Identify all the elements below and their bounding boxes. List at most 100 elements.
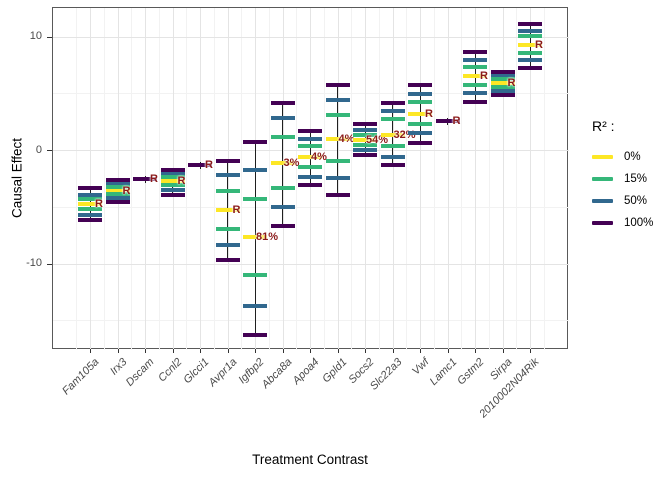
legend-items: 0% 15% 50% 100% xyxy=(592,146,653,234)
x-tick-mark xyxy=(420,349,421,353)
gridline-minor-v xyxy=(103,8,105,350)
gridline-minor-v xyxy=(461,8,463,350)
gridline-minor-v xyxy=(76,8,78,350)
plot-panel: R R R R R R 81% 3% 4% 4% 54% 32% R R R R R xyxy=(52,7,569,350)
estimate-bar xyxy=(325,97,350,102)
legend: R² : 0% 15% 50% 100% xyxy=(592,118,653,234)
estimate-bar xyxy=(353,152,377,157)
estimate-bar xyxy=(160,168,185,173)
estimate-bar xyxy=(490,73,515,78)
estimate-bar xyxy=(325,176,350,181)
x-tick-mark xyxy=(117,349,119,353)
estimate-bar xyxy=(105,181,130,186)
bar-annotation: 81% xyxy=(256,231,279,244)
y-tick-label: 10 xyxy=(29,30,42,42)
legend-item-label: 100% xyxy=(624,217,654,229)
estimate-bar xyxy=(408,100,432,105)
estimate-bar xyxy=(215,208,240,213)
x-tick-mark xyxy=(475,349,476,353)
estimate-bar xyxy=(518,28,542,33)
gridline-minor-v xyxy=(351,8,353,350)
bar-annotation: R xyxy=(425,107,433,120)
estimate-bar xyxy=(325,83,350,88)
legend-item-label: 50% xyxy=(624,195,648,207)
estimate-bar xyxy=(463,65,487,69)
gridline-major-v xyxy=(447,8,449,350)
estimate-bar xyxy=(243,196,267,201)
estimate-bar xyxy=(298,143,322,148)
estimate-bar xyxy=(408,121,432,126)
estimate-bar xyxy=(463,91,487,96)
estimate-bar xyxy=(408,111,432,116)
gridline-major-v xyxy=(502,8,504,350)
y-tick-mark xyxy=(47,36,52,38)
estimate-bar xyxy=(133,177,157,182)
estimate-bar xyxy=(380,101,405,106)
x-tick-mark xyxy=(365,349,366,353)
estimate-bar xyxy=(518,34,542,39)
estimate-bar xyxy=(270,204,295,209)
x-tick-mark xyxy=(392,349,394,353)
estimate-bar xyxy=(243,139,267,144)
x-axis-title: Treatment Contrast xyxy=(252,452,368,467)
legend-item: 15% xyxy=(592,168,653,190)
gridline-minor-v xyxy=(296,8,298,350)
estimate-bar xyxy=(78,201,102,206)
estimate-bar xyxy=(518,21,542,26)
estimate-bar xyxy=(160,183,185,188)
estimate-bar xyxy=(243,272,267,277)
estimate-bar xyxy=(380,117,405,122)
legend-item: 0% xyxy=(592,146,653,168)
estimate-bar xyxy=(298,183,322,188)
estimate-bar xyxy=(380,133,405,138)
estimate-bar xyxy=(490,92,515,97)
gridline-minor-v xyxy=(186,8,188,350)
estimate-bar xyxy=(408,141,432,146)
bar-annotation: R xyxy=(452,115,461,128)
estimate-bar xyxy=(270,116,295,121)
estimate-bar xyxy=(518,50,542,55)
estimate-bar xyxy=(353,143,377,148)
legend-swatch xyxy=(592,155,613,159)
estimate-bar xyxy=(298,165,322,170)
estimate-bar xyxy=(463,58,487,63)
estimate-bar xyxy=(408,83,432,88)
estimate-bar xyxy=(490,77,515,82)
estimate-bar xyxy=(243,235,267,240)
estimate-bar xyxy=(490,69,515,74)
legend-title: R² : xyxy=(592,118,615,134)
estimate-bar xyxy=(160,192,185,197)
gridline-minor-v xyxy=(516,8,518,350)
x-tick-mark xyxy=(447,349,449,353)
estimate-bar xyxy=(463,83,487,88)
estimate-bar xyxy=(380,144,405,149)
x-tick-mark xyxy=(502,349,504,353)
bar-annotation: R xyxy=(177,174,186,187)
bar-annotation: R xyxy=(535,38,543,51)
gridline-minor-v xyxy=(433,8,435,350)
estimate-bar xyxy=(160,187,185,192)
bar-annotation: R xyxy=(480,70,488,83)
estimate-bar xyxy=(353,147,377,152)
estimate-bar xyxy=(160,178,185,183)
estimate-bar xyxy=(215,243,240,248)
x-tick-mark xyxy=(145,349,146,353)
estimate-bar xyxy=(270,161,295,166)
estimate-bar xyxy=(78,207,102,212)
y-tick-label: 0 xyxy=(35,143,42,156)
estimate-bar xyxy=(105,188,130,193)
estimate-bar xyxy=(270,186,295,191)
gridline-minor-h xyxy=(53,93,569,95)
estimate-bar xyxy=(518,65,542,70)
estimate-bar xyxy=(215,172,240,177)
gridline-minor-v xyxy=(268,8,270,350)
estimate-bar xyxy=(215,158,240,163)
estimate-bar xyxy=(105,192,130,197)
estimate-bar xyxy=(78,197,102,202)
estimate-bar xyxy=(435,119,460,124)
legend-swatch xyxy=(592,221,613,225)
gridline-major-v xyxy=(227,8,229,350)
estimate-bar xyxy=(518,58,542,63)
legend-swatch xyxy=(592,177,613,181)
gridline-minor-v xyxy=(241,8,243,350)
